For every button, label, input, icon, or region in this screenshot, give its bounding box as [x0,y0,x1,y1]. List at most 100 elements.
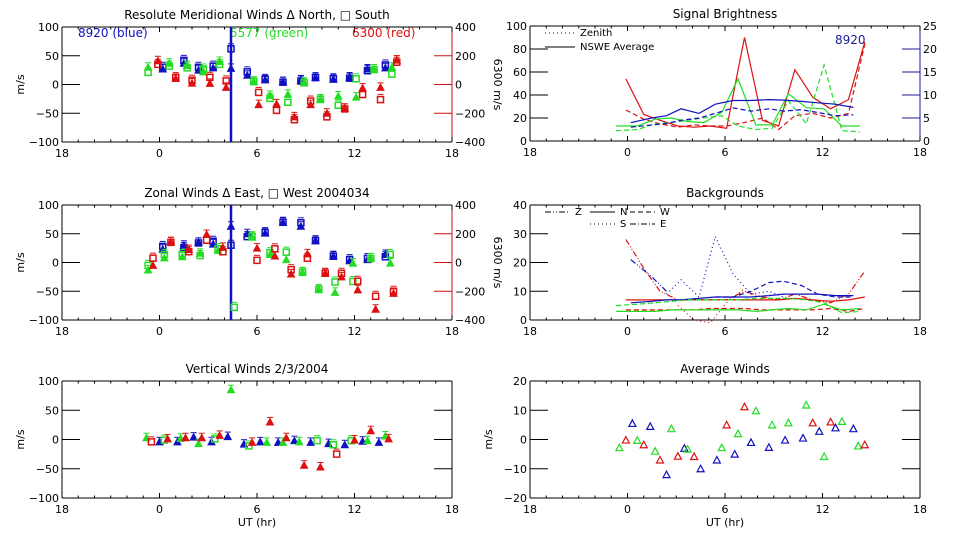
triangle-marker [639,439,649,449]
legend-label: E [660,219,666,230]
y2-tick-label: 10 [923,89,937,102]
triangle-marker [163,434,172,443]
annotation-blue: 8920 (blue) [78,26,148,40]
triangle-marker [272,99,281,108]
legend-label: N [620,207,627,218]
square-marker [354,277,362,285]
x-tick-label: 12 [816,503,830,516]
y-tick-label: −50 [36,463,59,476]
triangle-marker [645,421,655,430]
series-line [677,287,745,324]
triangle-marker [299,78,309,87]
triangle-marker [392,55,402,64]
x-tick-label: 0 [624,325,631,338]
y-tick-label: 60 [513,66,527,79]
triangle-marker [337,272,346,281]
y2-tick-label: 5 [923,112,930,125]
triangle-marker [197,433,207,442]
triangle-marker [160,253,169,262]
chart-title: Backgrounds [686,186,764,200]
triangle-marker [143,62,153,71]
series-5577 [614,400,863,461]
triangle-marker [278,217,288,226]
triangle-marker [158,64,168,73]
x-axis-label: UT (hr) [706,516,744,529]
triangle-marker [290,112,299,121]
y2-tick-label: −400 [455,314,485,327]
x-tick-label: 12 [348,325,362,338]
x-tick-label: 0 [624,503,631,516]
square-marker [202,236,211,244]
triangle-marker [316,94,325,103]
triangle-marker [316,462,325,471]
square-marker [254,88,263,97]
triangle-marker [226,63,236,72]
triangle-marker [387,62,397,71]
triangle-marker [363,436,372,445]
triangle-marker [632,435,642,444]
square-marker [358,90,367,99]
x-tick-label: 18 [913,146,927,159]
series-line [625,44,866,131]
x-tick-label: 18 [913,503,927,516]
triangle-marker [171,73,181,82]
triangle-marker [262,437,272,446]
triangle-marker [366,426,376,435]
x-tick-label: 18 [55,503,69,516]
y-tick-label: −50 [36,107,59,120]
x-tick-label: 0 [156,503,163,516]
y-tick-label: 10 [513,404,527,417]
x-tick-label: 12 [348,147,362,160]
triangle-marker [814,426,824,435]
y-tick-label: 0 [52,79,59,92]
triangle-marker [278,437,288,446]
triangle-marker [177,252,187,261]
square-marker [211,435,219,443]
series-6300 [148,229,398,313]
triangle-marker [376,82,385,91]
y2-tick-label: 0 [455,79,462,92]
series-6300-zenith [625,44,866,131]
series-6300-nswe [625,37,866,129]
x-tick-label: 6 [722,503,729,516]
series-8920 [627,418,858,479]
triangle-marker [666,423,676,433]
triangle-marker [281,255,291,264]
triangle-marker [860,439,870,449]
triangle-marker [260,228,270,237]
triangle-marker [722,420,732,429]
triangle-marker [242,70,252,79]
x-tick-label: 12 [348,503,362,516]
y-tick-label: 30 [513,228,527,241]
triangle-marker [252,243,262,252]
triangle-marker [783,418,793,427]
series-8920-s [666,234,784,299]
triangle-marker [730,449,740,458]
legend-label: Z [575,207,582,218]
series-8920 [158,43,390,86]
triangle-marker [294,437,304,446]
y2-tick-label: 0 [455,257,462,270]
y2-axis-label: 6300 m/s [491,237,504,289]
series-line [625,239,866,304]
triangle-marker [164,58,174,67]
triangle-marker [345,72,354,81]
y-tick-label: −100 [29,136,59,149]
triangle-marker [801,400,811,409]
chart-title: Signal Brightness [673,7,778,21]
triangle-marker [673,451,683,460]
y-tick-label: 0 [52,257,59,270]
y2-tick-label: 200 [455,50,476,63]
triangle-marker [826,417,836,426]
annotation-8920: 8920 [835,33,866,47]
y-tick-label: 20 [513,375,527,388]
triangle-marker [767,420,777,429]
triangle-marker [281,433,291,442]
triangle-marker [278,77,288,86]
triangle-marker [249,77,259,86]
triangle-marker [374,437,384,446]
series-line [666,234,784,299]
triangle-marker [202,229,211,238]
chart-title: Zonal Winds Δ East, □ West 2004034 [144,186,369,200]
